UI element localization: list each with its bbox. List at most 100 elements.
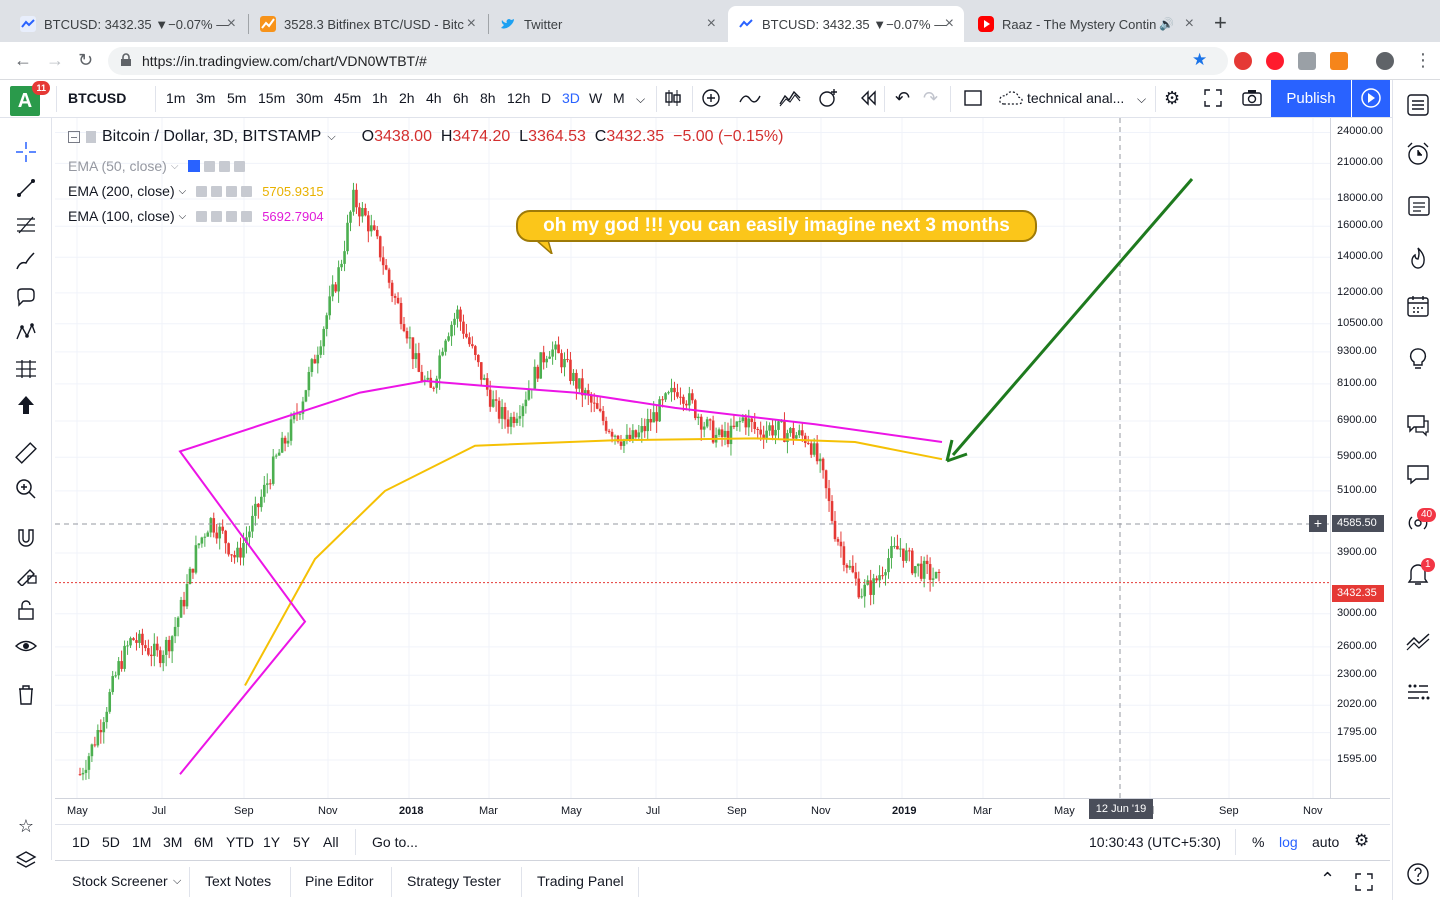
interval-5m[interactable]: 5m	[227, 90, 247, 106]
close-icon[interactable]	[241, 185, 253, 197]
camera-icon[interactable]	[1241, 88, 1263, 113]
close-tab-icon[interactable]: ×	[226, 15, 236, 32]
time-axis[interactable]: May Jul Sep Nov 2018 Mar May Jul Sep Nov 2019 Mar Ma…	[55, 798, 1390, 824]
hotlist-icon[interactable]	[1405, 245, 1431, 271]
symbol-legend[interactable]: Bitcoin / Dollar, 3D, BITSTAMP ⌵ O3438.0…	[68, 128, 783, 146]
interval-m[interactable]: M	[613, 90, 625, 106]
interval-45m[interactable]: 45m	[334, 90, 362, 106]
help-icon[interactable]	[1405, 861, 1431, 887]
chart-pane[interactable]	[55, 118, 1330, 798]
interval-30m[interactable]: 30m	[296, 90, 324, 106]
layers-icon[interactable]	[14, 849, 38, 873]
clock[interactable]: 10:30:43 (UTC+5:30)	[1089, 834, 1221, 850]
interval-w[interactable]: W	[589, 90, 603, 106]
hidden-eye-icon[interactable]	[188, 160, 201, 172]
layout-icon[interactable]	[963, 88, 983, 113]
chevron-down-icon[interactable]: ⌵	[327, 130, 336, 143]
fullscreen-icon[interactable]	[1203, 88, 1223, 113]
ema50-legend[interactable]: EMA (50, close) ⌵	[68, 158, 246, 174]
maximize-panel-icon[interactable]	[1355, 873, 1373, 894]
browser-tab[interactable]: Twitter ×	[490, 6, 726, 42]
range-1m[interactable]: 1M	[132, 834, 152, 850]
range-ytd[interactable]: YTD	[226, 834, 254, 850]
menu-icon[interactable]: ⋮	[1414, 50, 1432, 70]
url-input[interactable]: https://in.tradingview.com/chart/VDN0WTB…	[108, 47, 1228, 75]
profile-icon[interactable]	[1376, 52, 1394, 70]
publish-options-button[interactable]	[1352, 80, 1390, 117]
reload-icon[interactable]: ↻	[78, 50, 94, 70]
range-5d[interactable]: 5D	[102, 834, 120, 850]
interval-15m[interactable]: 15m	[258, 90, 286, 106]
settings-icon[interactable]	[204, 160, 216, 172]
tab-stock-screener[interactable]: Stock Screener	[72, 873, 168, 889]
order-panel-icon[interactable]	[1405, 628, 1431, 654]
tradingview-logo[interactable]: A 11	[10, 81, 50, 116]
prediction-tool-icon[interactable]	[14, 357, 38, 381]
interval-12h[interactable]: 12h	[507, 90, 531, 106]
interval-2h[interactable]: 2h	[399, 90, 415, 106]
close-icon[interactable]	[241, 210, 253, 222]
indicators-icon[interactable]	[738, 88, 762, 113]
eye-icon[interactable]	[196, 210, 208, 222]
alarm-clock-icon[interactable]	[1405, 141, 1431, 167]
browser-tab[interactable]: Raaz - The Mystery Contin 🔊 ×	[968, 6, 1204, 42]
metamask-icon[interactable]	[1330, 52, 1348, 70]
brush-icon[interactable]	[14, 249, 38, 273]
extension-icon[interactable]	[1234, 52, 1252, 70]
chevron-down-icon[interactable]: ⌵	[173, 875, 182, 887]
fib-tool-icon[interactable]	[14, 213, 38, 237]
calendar-icon[interactable]	[1405, 293, 1431, 319]
ema100-legend[interactable]: EMA (100, close) ⌵ 5692.7904	[68, 208, 324, 224]
close-tab-icon[interactable]: ×	[706, 15, 716, 32]
range-all[interactable]: All	[323, 834, 339, 850]
forward-icon[interactable]: →	[46, 50, 64, 70]
new-tab-button[interactable]: +	[1214, 10, 1227, 35]
goto-button[interactable]: Go to...	[372, 834, 418, 850]
data-window-icon[interactable]	[1405, 193, 1431, 219]
tab-trading-panel[interactable]: Trading Panel	[537, 873, 624, 889]
bookmark-star-icon[interactable]: ★	[1192, 50, 1208, 69]
interval-3d[interactable]: 3D	[562, 90, 580, 106]
eye-icon[interactable]	[196, 185, 208, 197]
callout-annotation[interactable]: oh my god !!! you can easily imagine nex…	[516, 210, 1037, 242]
watchlist-icon[interactable]	[1405, 92, 1431, 118]
range-1d[interactable]: 1D	[72, 834, 90, 850]
add-icon[interactable]	[219, 160, 231, 172]
add-indicator-icon[interactable]	[701, 88, 721, 113]
chevron-down-icon[interactable]: ⌵	[170, 160, 179, 172]
candles-style-icon[interactable]	[664, 88, 682, 113]
text-tool-icon[interactable]	[14, 285, 38, 309]
close-tab-icon[interactable]: ×	[466, 15, 476, 32]
add-icon[interactable]	[226, 210, 238, 222]
browser-tab[interactable]: BTCUSD: 3432.35 ▼−0.07% — ×	[10, 6, 246, 42]
interval-8h[interactable]: 8h	[480, 90, 496, 106]
lock-drawing-icon[interactable]	[14, 562, 38, 587]
interval-1m[interactable]: 1m	[166, 90, 186, 106]
interval-1h[interactable]: 1h	[372, 90, 388, 106]
chats-icon[interactable]	[1405, 412, 1431, 438]
ema200-legend[interactable]: EMA (200, close) ⌵ 5705.9315	[68, 183, 324, 199]
collapse-icon[interactable]	[68, 131, 80, 143]
chevron-down-icon[interactable]: ⌵	[1137, 92, 1147, 106]
range-1y[interactable]: 1Y	[263, 834, 281, 850]
chat-icon[interactable]	[1405, 461, 1431, 487]
chevron-down-icon[interactable]: ⌵	[178, 210, 187, 222]
auto-scale-toggle[interactable]: auto	[1312, 834, 1340, 850]
interval-6h[interactable]: 6h	[453, 90, 469, 106]
ideas-lightbulb-icon[interactable]	[1405, 346, 1431, 372]
extension-icon[interactable]	[1298, 52, 1316, 70]
zoom-in-icon[interactable]	[14, 477, 38, 501]
close-tab-icon[interactable]: ×	[1184, 15, 1194, 32]
settings-icon[interactable]: ⚙	[1354, 831, 1370, 850]
interval-4h[interactable]: 4h	[426, 90, 442, 106]
log-scale-toggle[interactable]: log	[1279, 834, 1298, 850]
close-tab-icon[interactable]: ×	[944, 15, 954, 32]
close-icon[interactable]	[234, 160, 246, 172]
alert-icon[interactable]	[817, 88, 839, 113]
interval-d[interactable]: D	[541, 90, 552, 106]
dom-icon[interactable]	[1405, 679, 1431, 705]
add-crosshair-icon[interactable]: +	[1309, 515, 1327, 532]
back-icon[interactable]: ←	[14, 50, 32, 70]
range-6m[interactable]: 6M	[194, 834, 214, 850]
ruler-icon[interactable]	[14, 441, 38, 465]
